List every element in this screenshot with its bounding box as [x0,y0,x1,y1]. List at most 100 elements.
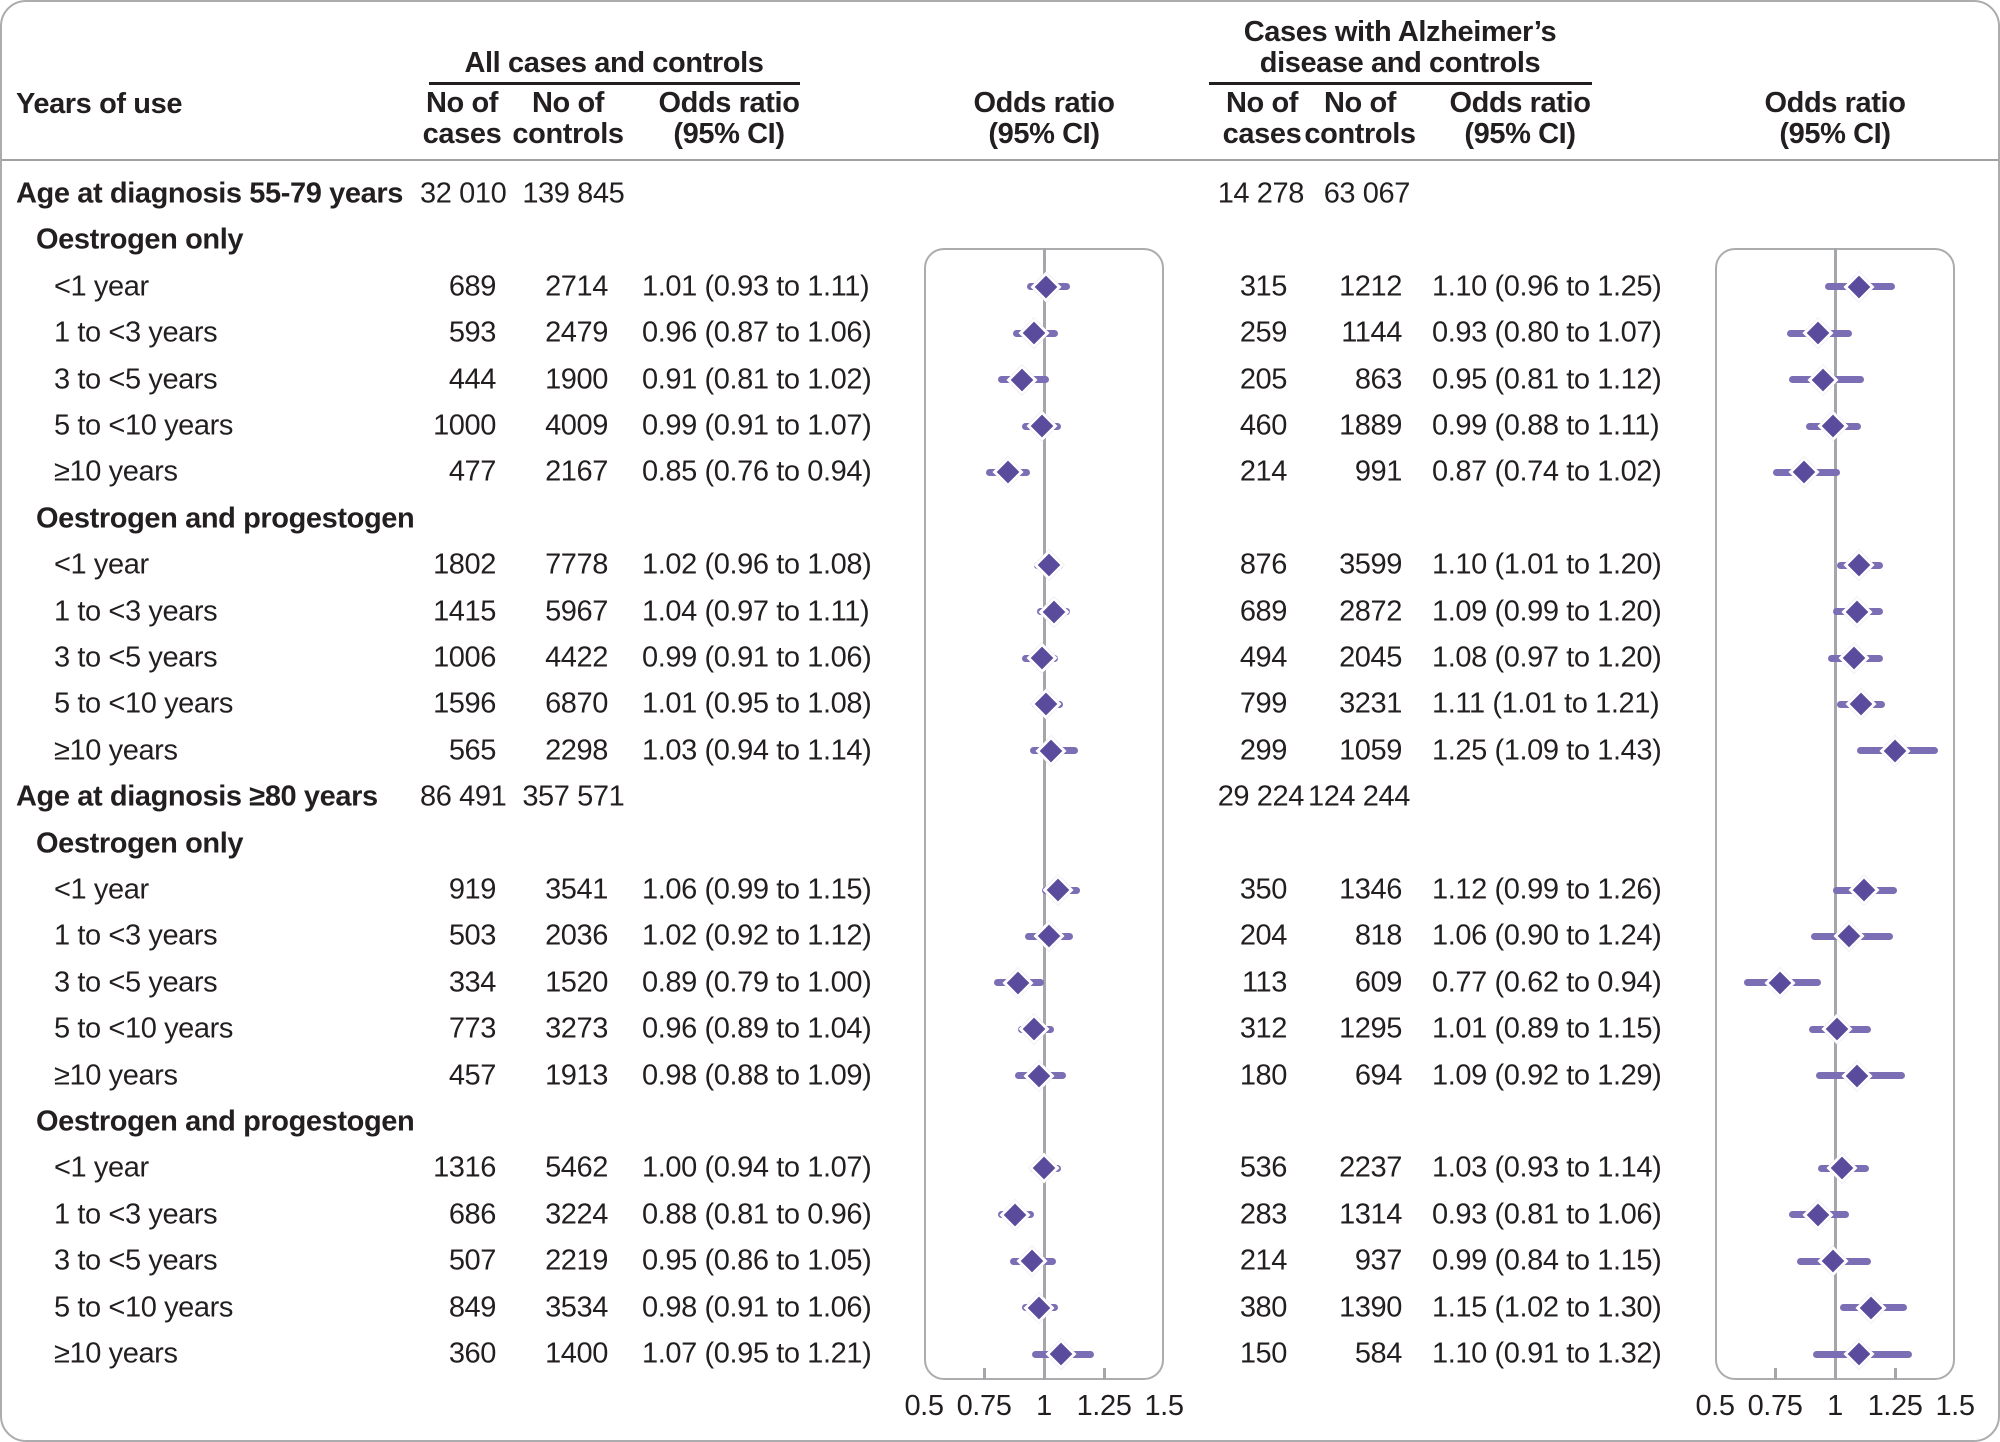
table-row: 1 to <3 years 593 2479 0.96 (0.87 to 1.06) 2… [2,310,1998,356]
controls-value: 1520 [545,966,608,999]
cases-value: 689 [1239,595,1288,628]
odds-ratio-text: 1.00 (0.94 to 1.07) [642,1151,872,1184]
total-cases: 86 491 [420,780,507,813]
controls-value: 2237 [1339,1151,1402,1184]
odds-ratio-text: 1.07 (0.95 to 1.21) [642,1337,872,1370]
row-label: <1 year [54,1151,149,1184]
cases-value: 460 [1239,409,1288,442]
odds-ratio-text: 1.01 (0.93 to 1.11) [642,270,870,303]
controls-value: 7778 [545,548,608,581]
controls-value: 2298 [545,734,608,767]
table-row: 1 to <3 years 1415 5967 1.04 (0.97 to 1.11)… [2,589,1998,635]
cases-value: 457 [448,1059,497,1092]
table-row: 5 to <10 years 773 3273 0.96 (0.89 to 1.04)… [2,1006,1998,1052]
axis-tick-label: 1.25 [1867,1390,1923,1422]
column-header-or-plot-all: Odds ratio (95% CI) [973,87,1115,150]
axis-tick-label: 0.5 [904,1390,944,1422]
table-row: 5 to <10 years 849 3534 0.98 (0.91 to 1.06)… [2,1285,1998,1331]
controls-value: 3541 [545,873,608,906]
odds-ratio-text: 1.09 (0.99 to 1.20) [1432,595,1662,628]
odds-ratio-text: 1.03 (0.93 to 1.14) [1432,1151,1662,1184]
controls-value: 2219 [545,1244,608,1277]
cases-value: 686 [448,1198,497,1231]
table-row: 3 to <5 years 444 1900 0.91 (0.81 to 1.02) 2… [2,357,1998,403]
odds-ratio-text: 1.02 (0.92 to 1.12) [642,919,872,952]
odds-ratio-text: 0.77 (0.62 to 0.94) [1432,966,1662,999]
cases-value: 315 [1239,270,1288,303]
controls-value: 609 [1354,966,1403,999]
column-header-controls-all: No of controls [512,87,624,150]
cases-value: 477 [448,455,497,488]
row-label: 1 to <3 years [54,316,218,349]
row-label: <1 year [54,270,149,303]
odds-ratio-text: 1.08 (0.97 to 1.20) [1432,641,1662,674]
controls-value: 2479 [545,316,608,349]
controls-value: 6870 [545,687,608,720]
cases-value: 204 [1239,919,1288,952]
table-row: 1 to <3 years 503 2036 1.02 (0.92 to 1.12) 2… [2,913,1998,959]
controls-value: 1390 [1339,1291,1402,1324]
axis-tick [982,1368,986,1380]
total-controls: 357 571 [522,780,625,813]
row-label: <1 year [54,873,149,906]
table-row: 5 to <10 years 1000 4009 0.99 (0.91 to 1.07… [2,403,1998,449]
controls-value: 3273 [545,1012,608,1045]
odds-ratio-text: 0.99 (0.84 to 1.15) [1432,1244,1662,1277]
table-row: ≥10 years 477 2167 0.85 (0.76 to 0.94) 214 99… [2,449,1998,495]
cases-value: 876 [1239,548,1288,581]
column-header-controls-ad: No of controls [1304,87,1416,150]
section-row: Age at diagnosis 55-79 years 32 010 139 84… [2,171,1998,217]
panel-title-all-cases-line: All cases and controls [464,47,764,79]
row-label: ≥10 years [54,455,178,488]
cases-value: 1006 [433,641,496,674]
cases-value: 259 [1239,316,1288,349]
row-label: Age at diagnosis 55-79 years [16,177,403,210]
row-label: Oestrogen and progestogen [36,502,415,535]
axis-tick-label: 0.75 [956,1390,1012,1422]
controls-value: 863 [1354,363,1403,396]
odds-ratio-text: 1.03 (0.94 to 1.14) [642,734,872,767]
controls-value: 4422 [545,641,608,674]
subheader-row: Oestrogen and progestogen [2,1099,1998,1145]
column-header-cases-ad: No of cases [1222,87,1302,150]
cases-value: 334 [448,966,497,999]
controls-value: 1913 [545,1059,608,1092]
row-label: Oestrogen only [36,223,244,256]
controls-value: 5462 [545,1151,608,1184]
panel-underline-all-cases [429,82,800,85]
table-row: 3 to <5 years 1006 4422 0.99 (0.91 to 1.06)… [2,635,1998,681]
subheader-row: Oestrogen only [2,821,1998,867]
cases-value: 1596 [433,687,496,720]
totals-all: 32 010 139 845 [420,178,625,211]
odds-ratio-text: 1.01 (0.95 to 1.08) [642,687,872,720]
axis-tick-label: 1.5 [1935,1390,1975,1422]
column-header-or-plot-ad: Odds ratio (95% CI) [1764,87,1906,150]
controls-value: 2167 [545,455,608,488]
controls-value: 694 [1354,1059,1403,1092]
controls-value: 1059 [1339,734,1402,767]
axis-tick-label: 0.75 [1747,1390,1803,1422]
cases-value: 849 [448,1291,497,1324]
cases-value: 565 [448,734,497,767]
axis-tick-label: 1.5 [1144,1390,1184,1422]
cases-value: 214 [1239,455,1288,488]
row-label: ≥10 years [54,1337,178,1370]
table-row: 3 to <5 years 334 1520 0.89 (0.79 to 1.00) 1… [2,960,1998,1006]
panel-underline-alzheimers [1209,82,1592,85]
controls-value: 991 [1354,455,1403,488]
cases-value: 1802 [433,548,496,581]
controls-value: 1889 [1339,409,1402,442]
controls-value: 4009 [545,409,608,442]
controls-value: 3224 [545,1198,608,1231]
odds-ratio-text: 0.98 (0.88 to 1.09) [642,1059,872,1092]
row-label: Oestrogen and progestogen [36,1105,415,1138]
axis-tick-label: 0.5 [1695,1390,1735,1422]
odds-ratio-text: 0.96 (0.89 to 1.04) [642,1012,872,1045]
controls-value: 1314 [1339,1198,1402,1231]
section-row: Age at diagnosis ≥80 years 86 491 357 571 2… [2,774,1998,820]
cases-value: 536 [1239,1151,1288,1184]
table-row: 3 to <5 years 507 2219 0.95 (0.86 to 1.05) 2… [2,1238,1998,1284]
row-label: 5 to <10 years [54,1291,233,1324]
header-divider [2,159,1998,161]
table-row: <1 year 1316 5462 1.00 (0.94 to 1.07) 536 223… [2,1145,1998,1191]
